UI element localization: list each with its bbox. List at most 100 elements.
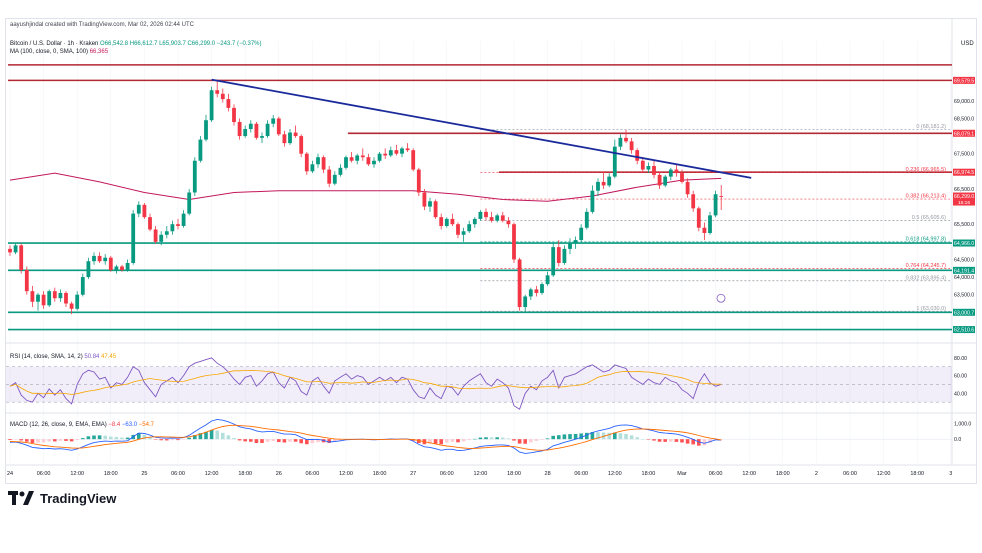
candle-body (299, 136, 304, 154)
candle-body (685, 181, 690, 195)
macd-histogram-bar (573, 433, 578, 440)
candle-down (696, 206, 701, 232)
candle-body (80, 277, 85, 295)
candle-body (209, 90, 214, 121)
macd-histogram-bar (557, 435, 561, 440)
tradingview-logo[interactable]: TradingView (8, 490, 116, 506)
macd-hist-value: −8.4 (108, 422, 121, 428)
candle-body (220, 93, 225, 100)
candle-body (444, 218, 449, 226)
candle-down (500, 211, 505, 223)
chart-canvas[interactable]: 0 (68,181.2) 0.236 (66,965.5) 0.382 (66,21… (6, 19, 976, 483)
candle-body (624, 137, 628, 142)
symbol-line: Bitcoin / U.S. Dollar · 1h · Kraken O66,… (10, 41, 262, 47)
candle-body (288, 132, 292, 144)
macd-histogram-bar (484, 437, 488, 440)
fib-level-label: 1 (63,030.0) (916, 306, 946, 312)
rsi-ma-line (9, 369, 722, 395)
time-axis-label: 27 (410, 471, 416, 477)
currency-label: USD (961, 41, 974, 47)
candle-body (517, 259, 522, 308)
macd-histogram-bar (109, 436, 113, 440)
macd-histogram-bar (137, 432, 141, 440)
candle-down (19, 243, 24, 274)
candle-up (579, 224, 584, 242)
candle-down (293, 125, 298, 138)
price-axis-tick: 67,500.0 (954, 152, 974, 158)
candle-down (685, 178, 690, 198)
candle-down (484, 208, 488, 221)
macd-histogram-bar (97, 435, 102, 440)
candle-body (663, 176, 668, 186)
macd-histogram-bar (618, 433, 623, 440)
candle-down (304, 151, 309, 175)
price-tag (953, 308, 975, 316)
candle-body (618, 137, 623, 147)
candle-down (489, 211, 494, 223)
macd-histogram-bar (81, 438, 85, 440)
candle-body (260, 136, 264, 138)
candle-down (327, 166, 332, 188)
time-axis-label: 18:00 (238, 471, 252, 477)
macd-histogram-bar (265, 439, 270, 442)
ma-legend[interactable]: MA (100, close, 0, SMA, 100) 66,365 (10, 49, 108, 55)
macd-histogram-bar (153, 439, 158, 440)
candle-body (148, 217, 152, 230)
candle-down (719, 185, 724, 210)
candle-body (8, 248, 12, 253)
candle-down (450, 213, 455, 226)
candle-body (540, 284, 544, 293)
macd-histogram-bar (19, 439, 23, 441)
rsi-axis-tick: 40.00 (954, 391, 967, 397)
macd-histogram-bar (25, 439, 29, 442)
candle-up (198, 136, 203, 163)
candle-body (500, 215, 505, 221)
candle-body (562, 248, 567, 263)
macd-histogram-bar (13, 439, 18, 440)
candle-up (461, 227, 466, 242)
candle-up (164, 225, 169, 239)
candle-body (58, 292, 63, 299)
candle-body (360, 155, 365, 158)
candle-up (444, 217, 449, 228)
candle-body (232, 107, 236, 122)
candle-body (198, 139, 203, 161)
candle-up (103, 254, 108, 265)
macd-histogram-bar (249, 439, 253, 442)
macd-histogram-bar (305, 439, 309, 445)
candle-body (590, 190, 595, 212)
candle-up (187, 188, 192, 216)
macd-histogram-bar (58, 439, 63, 441)
candle-down (624, 129, 628, 144)
candle-down (556, 240, 561, 267)
macd-legend[interactable]: MACD (12, 26, close, 9, EMA, EMA) −8.4 −… (10, 422, 154, 428)
candle-up (573, 236, 578, 249)
candle-body (125, 262, 130, 271)
candle-down (416, 167, 421, 196)
price-tag-label: 64,966.0 (954, 241, 974, 247)
candle-body (629, 141, 634, 151)
price-tag-label: 62,510.6 (954, 328, 974, 334)
macd-histogram-bar (428, 439, 432, 444)
macd-histogram-bar (663, 439, 667, 442)
time-axis-label: 26 (276, 471, 282, 477)
macd-histogram-bar (165, 439, 169, 441)
candle-body (176, 224, 180, 226)
candle-up (590, 185, 595, 214)
fib-level-label: 0.618 (64,997.8) (906, 236, 947, 242)
candle-down (506, 217, 511, 228)
candle-body (355, 155, 360, 161)
candle-body (719, 196, 724, 197)
candle-down (674, 164, 679, 177)
candle-down (148, 213, 152, 232)
rsi-legend[interactable]: RSI (14, close, SMA, 14, 2) 50.84 47.45 (10, 354, 116, 360)
candle-body (24, 270, 29, 292)
candle-body (254, 123, 259, 138)
macd-histogram-bar (221, 432, 225, 440)
candle-down (349, 151, 354, 163)
candle-down (366, 153, 371, 167)
candle-up (355, 153, 360, 165)
chart-frame[interactable]: 0 (68,181.2) 0.236 (66,965.5) 0.382 (66,21… (5, 18, 977, 484)
candle-body (377, 153, 382, 161)
candle-body (478, 211, 483, 219)
